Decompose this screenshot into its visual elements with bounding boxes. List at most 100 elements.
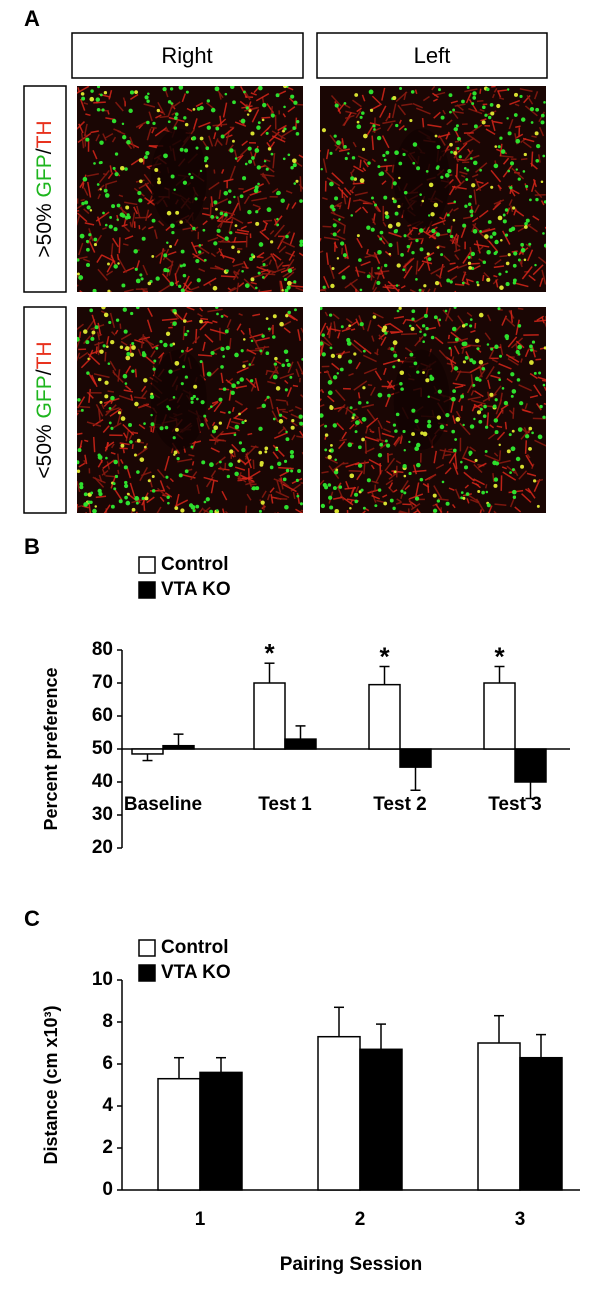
cell [331,266,335,270]
fiber [286,387,293,398]
cell [338,218,341,221]
fiber [511,188,520,195]
cell [124,495,128,500]
fiber [272,444,285,457]
fiber [197,312,203,318]
cell [93,243,97,247]
fiber [141,226,147,231]
fiber [282,426,288,432]
cell [426,423,432,429]
fiber [452,382,466,387]
cell [131,369,135,373]
cell [168,369,173,374]
cell [372,124,376,128]
fiber [151,128,155,134]
cell [519,94,523,99]
fiber [439,263,444,279]
fiber [154,127,167,137]
cell [385,443,391,448]
cell [102,211,105,215]
fiber [277,124,287,132]
fiber [534,319,546,323]
cell [493,483,498,488]
cell [151,489,156,493]
cell [257,271,261,275]
fiber [280,266,295,274]
fiber [320,237,322,243]
cell [395,412,400,417]
cell [265,131,269,135]
cell [286,362,291,367]
fiber [279,470,289,477]
fiber [476,100,484,103]
cell [231,245,235,249]
fiber [320,287,327,292]
cell [283,127,287,131]
fiber [354,191,368,197]
fiber [490,169,502,183]
fiber [161,318,178,321]
cell [200,422,204,427]
fiber [291,281,297,285]
cell [202,228,206,232]
fiber [494,503,507,506]
cell [515,456,521,462]
bar [284,738,317,750]
cell [543,346,546,350]
cell [146,99,150,103]
fiber [371,335,375,342]
fiber [77,86,90,94]
cell [321,333,325,337]
fiber [157,101,166,116]
cell [366,225,371,230]
fiber [295,368,300,378]
fiber [374,291,380,292]
fiber [337,403,346,413]
cell [543,243,546,248]
cell [461,99,465,104]
cell [250,253,254,257]
fiber [376,348,379,354]
cell [83,492,88,497]
fiber [530,151,534,167]
fiber [334,389,346,402]
fiber [353,339,366,351]
fiber [140,337,155,346]
fiber [261,116,271,119]
cell [223,190,229,196]
fiber [338,148,350,153]
fiber [471,173,479,178]
cell [414,419,419,424]
cell [275,386,281,391]
fiber [345,318,353,324]
cell [178,284,182,288]
legend-label: VTA KO [161,579,231,600]
fiber [148,225,154,230]
fiber [77,132,92,143]
fiber [252,203,261,209]
fiber [334,101,342,114]
fiber [421,117,425,128]
fiber [259,230,270,241]
fiber [463,149,474,162]
cell [261,118,265,122]
cell [178,473,183,478]
cell [537,434,543,440]
fiber [281,320,292,327]
cell [411,432,415,436]
fiber [461,446,469,460]
fiber [338,440,346,450]
fiber [377,419,383,430]
cell [220,346,225,352]
fiber [398,511,408,513]
cell [292,158,297,164]
fiber [469,365,482,374]
cell [163,342,168,348]
fiber [166,485,171,490]
bar [477,1042,521,1191]
fiber [444,467,452,475]
cell [476,410,482,415]
cell [324,448,328,452]
fiber [337,487,345,501]
cell [473,124,478,129]
